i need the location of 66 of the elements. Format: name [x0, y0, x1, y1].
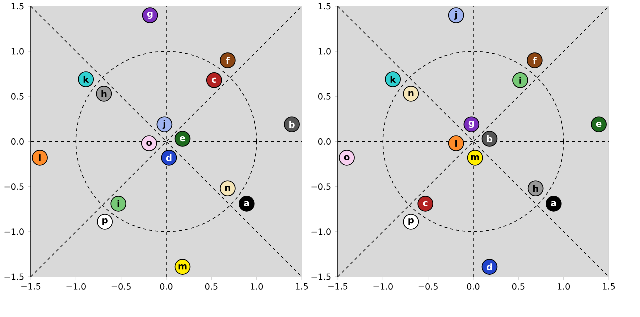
series-label: f	[226, 57, 230, 64]
x-tick-label: −0.5	[418, 284, 438, 290]
series-label: e	[596, 122, 602, 128]
series-label: o	[146, 140, 152, 146]
series-label: b	[487, 136, 493, 143]
y-tick-label: 1.5	[12, 3, 24, 10]
y-tick-label: −1.5	[4, 274, 24, 280]
series-label: j	[162, 120, 166, 130]
point	[156, 116, 173, 133]
y-tick-label: 1.0	[12, 48, 24, 55]
point	[512, 72, 528, 88]
series-label: a	[244, 201, 250, 207]
x-tick-label: −1.5	[328, 284, 348, 290]
point	[32, 150, 48, 166]
series-label: d	[486, 264, 492, 271]
series-label: a	[551, 201, 556, 207]
y-tick-label: 1.5	[318, 3, 331, 10]
series-label: h	[533, 185, 538, 192]
y-tick-label: 0.5	[318, 93, 331, 100]
series-label: p	[102, 218, 108, 226]
series-label: p	[408, 218, 414, 226]
series-label: i	[520, 77, 522, 84]
series-label: l	[39, 154, 41, 162]
series-label: d	[166, 154, 172, 162]
series-label: k	[390, 76, 396, 83]
point	[110, 196, 127, 212]
series-label: c	[423, 201, 428, 207]
y-tick-label: −0.5	[312, 184, 331, 190]
series-label: m	[178, 264, 187, 270]
series-label: n	[225, 186, 230, 192]
series-label: j	[454, 11, 458, 20]
x-tick-label: 0.5	[205, 284, 218, 290]
y-tick-label: −1.0	[4, 228, 24, 236]
x-tick-label: −1.0	[374, 284, 393, 290]
y-tick-label: 0.0	[318, 138, 331, 145]
series-label: l	[456, 140, 458, 147]
series-label: c	[212, 78, 216, 84]
series-label: e	[180, 136, 186, 142]
series-label: f	[533, 57, 537, 64]
series-label: g	[468, 121, 474, 128]
series-label: b	[290, 121, 295, 128]
series-label: o	[344, 155, 350, 161]
y-tick-label: −1.0	[312, 228, 331, 236]
y-tick-label: −0.5	[4, 184, 24, 190]
x-tick-label: 1.0	[251, 284, 264, 290]
x-tick-label: 1.0	[558, 284, 570, 290]
series-label: i	[118, 200, 120, 208]
x-tick-label: 1.5	[603, 284, 615, 290]
x-tick-label: −1.0	[66, 284, 86, 290]
point	[206, 72, 222, 88]
x-tick-label: 0.5	[512, 284, 525, 290]
series-label: k	[84, 76, 90, 83]
x-tick-label: −0.5	[112, 284, 131, 290]
y-tick-label: 0.0	[12, 138, 24, 145]
x-tick-label: 1.5	[296, 284, 308, 290]
x-tick-label: −1.5	[22, 284, 41, 290]
series-label: n	[408, 91, 414, 96]
x-tick-label: 0.0	[160, 284, 173, 290]
x-tick-label: 0.0	[467, 284, 480, 290]
point	[448, 136, 464, 152]
y-tick-label: 1.0	[318, 48, 331, 55]
y-tick-label: −1.5	[312, 274, 331, 280]
series-label: g	[147, 12, 153, 20]
series-label: m	[471, 155, 480, 160]
y-tick-label: 0.5	[12, 93, 24, 100]
series-label: h	[102, 90, 107, 98]
